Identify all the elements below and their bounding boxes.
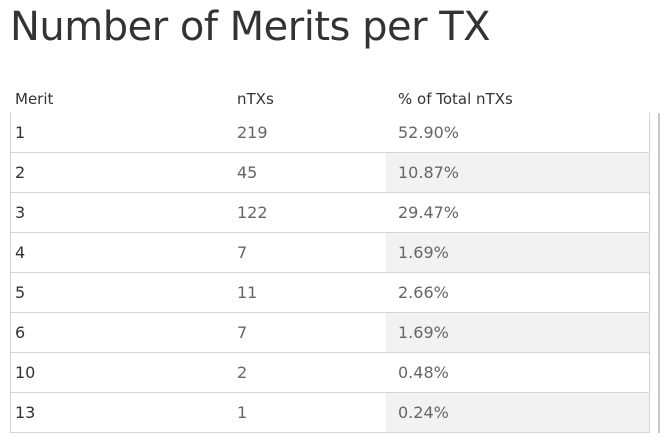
pct-total-cell: 10.87%: [398, 163, 460, 182]
pct-cell-shading: [386, 153, 650, 192]
merit-cell: 4: [15, 243, 26, 262]
table-row[interactable]: 6 7 1.69%: [10, 313, 650, 353]
ntxs-cell: 219: [237, 123, 268, 142]
ntxs-cell: 7: [237, 323, 248, 342]
ntxs-cell: 2: [237, 363, 248, 382]
column-header-merit[interactable]: Merit: [15, 90, 54, 108]
vertical-scrollbar[interactable]: [658, 113, 660, 433]
merit-cell: 5: [15, 283, 26, 302]
column-header-ntxs[interactable]: nTXs: [237, 90, 274, 108]
table-row[interactable]: 13 1 0.24%: [10, 393, 650, 433]
table-body: 1 219 52.90% 2 45 10.87% 3 122 29.47% 4 7 1.69% 5 11 2…: [10, 113, 650, 433]
ntxs-cell: 11: [237, 283, 258, 302]
chart-title: Number of Merits per TX: [10, 4, 491, 50]
ntxs-cell: 7: [237, 243, 248, 262]
merit-cell: 1: [15, 123, 26, 142]
table-left-border: [10, 113, 11, 433]
ntxs-cell: 122: [237, 203, 268, 222]
table-row[interactable]: 2 45 10.87%: [10, 153, 650, 193]
merit-cell: 10: [15, 363, 36, 382]
ntxs-cell: 45: [237, 163, 258, 182]
column-header-pct-total[interactable]: % of Total nTXs: [398, 90, 513, 108]
ntxs-cell: 1: [237, 403, 248, 422]
pct-total-cell: 29.47%: [398, 203, 460, 222]
table-row[interactable]: 10 2 0.48%: [10, 353, 650, 393]
merit-cell: 13: [15, 403, 36, 422]
merit-cell: 3: [15, 203, 26, 222]
pct-total-cell: 52.90%: [398, 123, 460, 142]
table-row[interactable]: 4 7 1.69%: [10, 233, 650, 273]
table-row[interactable]: 3 122 29.47%: [10, 193, 650, 233]
pct-cell-shading: [386, 393, 650, 432]
pct-total-cell: 0.24%: [398, 403, 449, 422]
table-row[interactable]: 5 11 2.66%: [10, 273, 650, 313]
pct-total-cell: 1.69%: [398, 243, 449, 262]
pct-cell-shading: [386, 313, 650, 352]
pct-total-cell: 0.48%: [398, 363, 449, 382]
pct-cell-shading: [386, 233, 650, 272]
merit-cell: 6: [15, 323, 26, 342]
table-right-border: [649, 113, 650, 433]
pct-total-cell: 2.66%: [398, 283, 449, 302]
merit-cell: 2: [15, 163, 26, 182]
pct-total-cell: 1.69%: [398, 323, 449, 342]
table-row[interactable]: 1 219 52.90%: [10, 113, 650, 153]
